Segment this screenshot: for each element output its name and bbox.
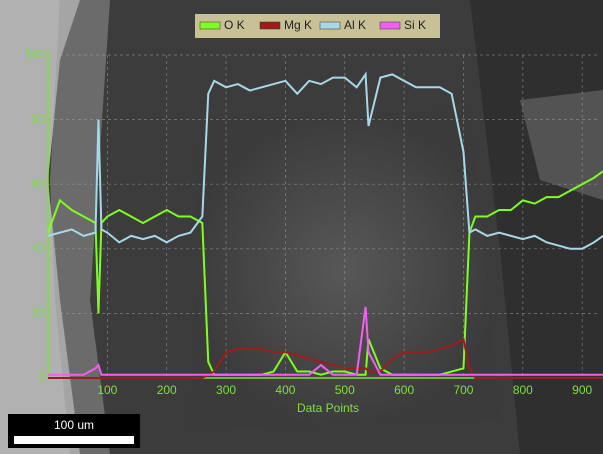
legend-label: Al K [344,18,366,32]
legend-swatch [320,22,340,29]
scale-bar [14,436,134,444]
legend-swatch [200,22,220,29]
scale-bar-label: 100 um [54,418,94,432]
y-tick-label: 60 [32,176,46,190]
x-tick-label: 700 [453,383,473,397]
x-axis-label: Data Points [297,401,359,415]
legend-label: O K [224,18,245,32]
chart: Data Points 100 um 0 20 40 60 80 100 100 200 300… [0,0,603,454]
x-tick-label: 300 [216,383,236,397]
x-tick-label: 500 [335,383,355,397]
x-tick-label: 200 [157,383,177,397]
y-tick-label: 0 [38,370,45,384]
x-tick-label: 900 [572,383,592,397]
legend-swatch [380,22,400,29]
x-tick-label: 400 [275,383,295,397]
x-tick-label: 100 [97,383,117,397]
legend-label: Si K [404,18,426,32]
x-tick-label: 600 [394,383,414,397]
y-tick-label: 20 [32,306,46,320]
y-tick-label: 100 [25,47,45,61]
y-tick-label: 80 [32,112,46,126]
legend-swatch [260,22,280,29]
y-tick-label: 40 [32,241,46,255]
x-tick-label: 800 [513,383,533,397]
legend-label: Mg K [284,18,312,32]
